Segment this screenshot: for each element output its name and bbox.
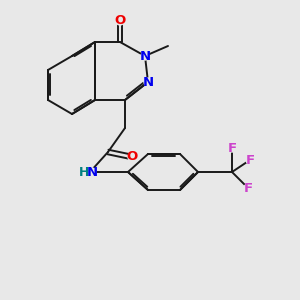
Circle shape	[246, 156, 254, 164]
Text: N: N	[140, 50, 151, 62]
Text: F: F	[245, 154, 255, 166]
Text: O: O	[114, 14, 126, 28]
Circle shape	[116, 17, 124, 25]
Text: F: F	[227, 142, 237, 154]
Circle shape	[88, 168, 96, 176]
Circle shape	[80, 168, 88, 176]
Circle shape	[144, 78, 152, 86]
Circle shape	[128, 153, 136, 161]
Circle shape	[244, 184, 252, 192]
Circle shape	[141, 52, 149, 60]
Text: F: F	[243, 182, 253, 194]
Circle shape	[228, 144, 236, 152]
Text: O: O	[126, 151, 138, 164]
Text: N: N	[142, 76, 154, 88]
Text: H: H	[79, 166, 89, 178]
Text: N: N	[86, 166, 98, 178]
